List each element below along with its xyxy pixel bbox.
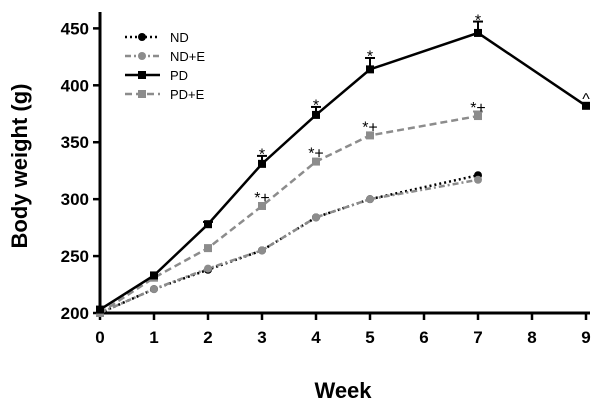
significance-mark: *+ [470, 100, 486, 117]
significance-mark: * [259, 147, 265, 164]
axes: 200 250 300 350 400 450 0 1 2 3 4 5 6 7 8 9 [61, 12, 591, 347]
data-point [312, 110, 320, 119]
y-tick-label: 450 [61, 19, 89, 38]
legend-label: ND+E [170, 49, 205, 64]
data-point [582, 101, 590, 110]
data-point [258, 201, 266, 210]
series-line [99, 114, 479, 315]
x-tick-label: 2 [203, 328, 212, 347]
x-axis-title: Week [314, 378, 372, 403]
legend: ND ND+E PD PD+E [125, 30, 205, 102]
significance-mark: * [475, 12, 481, 29]
x-tick-label: 5 [365, 328, 374, 347]
series-line [99, 178, 479, 315]
data-point [204, 244, 212, 253]
y-tick-label: 400 [61, 76, 89, 95]
x-tick-label: 3 [257, 328, 266, 347]
x-tick-label: 4 [311, 328, 321, 347]
legend-marker [138, 71, 146, 79]
y-tick-label: 350 [61, 133, 89, 152]
data-point [312, 157, 320, 166]
legend-label: PD+E [170, 87, 205, 102]
significance-mark: * [313, 98, 319, 115]
y-tick-label: 200 [61, 304, 89, 323]
series-pd [96, 20, 590, 314]
data-point [258, 246, 266, 255]
y-axis-title: Body weight (g) [7, 84, 32, 249]
legend-label: PD [170, 68, 188, 83]
data-point [366, 131, 374, 140]
data-point [312, 213, 320, 222]
annotations: * * * * ^ *+ *+ *+ *+ [254, 12, 590, 207]
series-nd [96, 171, 482, 317]
significance-mark: ^ [582, 91, 590, 108]
data-point [150, 271, 158, 280]
series-layer [96, 20, 590, 317]
significance-mark: *+ [362, 119, 378, 136]
x-tick-label: 7 [473, 328, 482, 347]
x-tick-label: 0 [95, 328, 104, 347]
x-tick-label: 6 [419, 328, 428, 347]
x-tick-label: 1 [149, 328, 158, 347]
legend-marker [138, 52, 146, 60]
data-point [204, 220, 212, 229]
data-point [204, 264, 212, 273]
data-point [474, 28, 482, 37]
legend-marker [138, 33, 146, 41]
data-point [258, 159, 266, 168]
significance-mark: * [367, 49, 373, 66]
x-tick-label: 9 [581, 328, 590, 347]
series-line [99, 31, 587, 311]
y-tick-label: 300 [61, 190, 89, 209]
series-line [99, 174, 479, 315]
legend-label: ND [170, 30, 189, 45]
series-nd-plus-e [96, 175, 482, 317]
data-point [150, 285, 158, 294]
significance-mark: *+ [308, 145, 324, 162]
data-point [96, 305, 104, 314]
data-point [366, 195, 374, 204]
data-point [474, 112, 482, 121]
legend-marker [138, 90, 146, 98]
x-tick-label: 8 [527, 328, 536, 347]
data-point [366, 65, 374, 74]
y-tick-label: 250 [61, 247, 89, 266]
data-point [474, 175, 482, 184]
significance-mark: *+ [254, 190, 270, 207]
